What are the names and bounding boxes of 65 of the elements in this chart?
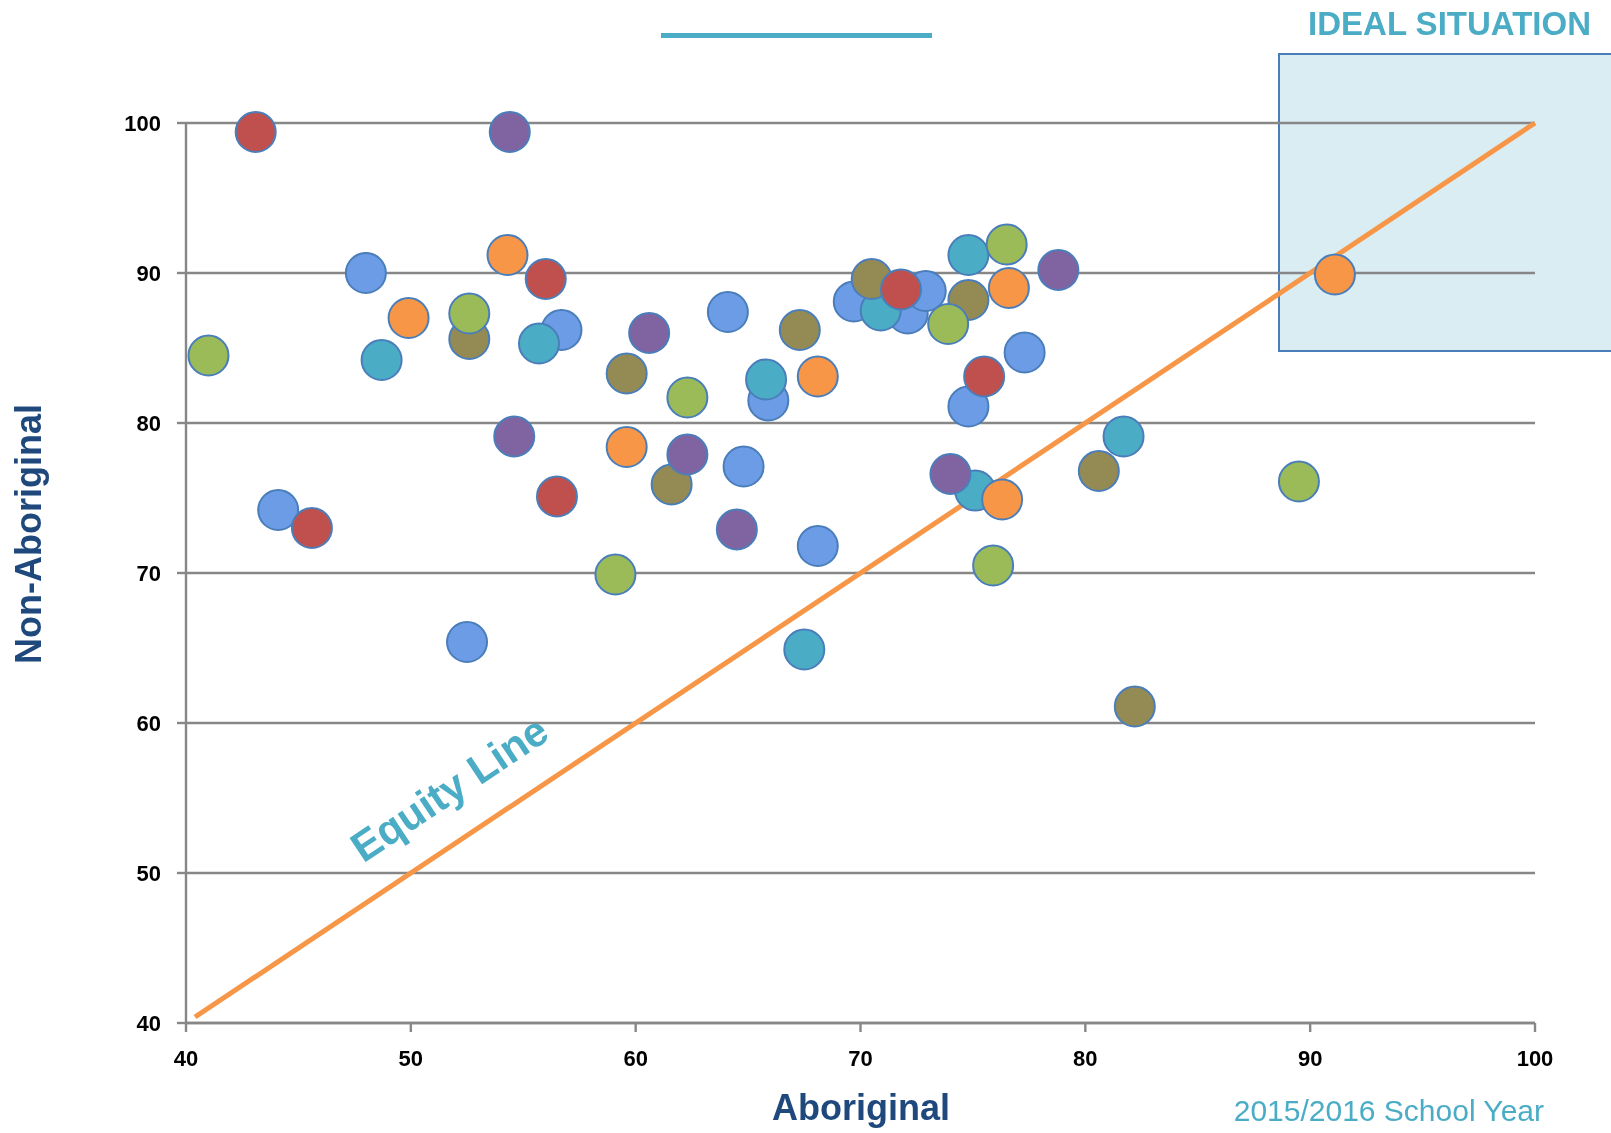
- y-tick-label: 70: [136, 560, 161, 586]
- point: [1113, 685, 1156, 728]
- point: [187, 334, 230, 377]
- y-tick-label: 40: [136, 1010, 161, 1036]
- point: [778, 309, 821, 351]
- y-tick-label: 90: [136, 260, 161, 286]
- point: [488, 111, 531, 153]
- point: [387, 297, 430, 339]
- point: [448, 292, 491, 335]
- point: [517, 322, 560, 365]
- point: [486, 234, 529, 276]
- x-tick-label: 90: [1297, 1045, 1323, 1071]
- y-tick-label: 50: [136, 860, 161, 886]
- x-tick-label: 100: [1516, 1045, 1554, 1071]
- point: [493, 415, 536, 458]
- point: [715, 508, 758, 551]
- point: [628, 312, 671, 354]
- point: [1313, 253, 1356, 296]
- point: [666, 433, 709, 476]
- x-tick-label: 40: [173, 1045, 199, 1071]
- point: [947, 234, 990, 276]
- point: [947, 385, 990, 428]
- point: [796, 525, 839, 567]
- point: [1037, 249, 1080, 291]
- x-tick-label: 80: [1073, 1045, 1098, 1071]
- point: [985, 223, 1028, 266]
- point: [1277, 460, 1320, 503]
- x-tick-label: 50: [398, 1045, 424, 1071]
- point: [796, 355, 839, 398]
- point: [706, 291, 749, 333]
- x-tick-label: 70: [848, 1045, 873, 1071]
- point: [535, 475, 578, 518]
- text: 2015/2016 School Year: [1233, 1094, 1544, 1127]
- point: [446, 621, 489, 663]
- point: [722, 445, 765, 488]
- point: [1102, 415, 1145, 458]
- point: [605, 352, 648, 395]
- y-tick-label: 60: [136, 710, 161, 736]
- point: [234, 111, 277, 153]
- x-tick-label: 60: [623, 1045, 648, 1071]
- x-axis-title: Aboriginal: [772, 1087, 950, 1128]
- point: [987, 267, 1030, 309]
- point: [783, 628, 826, 671]
- point: [927, 303, 970, 345]
- point: [745, 358, 788, 401]
- point: [1003, 331, 1046, 374]
- point: [605, 426, 648, 468]
- point: [666, 376, 709, 419]
- point: [879, 268, 922, 311]
- point: [972, 544, 1015, 587]
- y-tick-label: 80: [136, 410, 161, 436]
- point: [981, 478, 1024, 521]
- y-axis-title: Non-Aboriginal: [8, 404, 49, 664]
- point: [650, 463, 693, 506]
- point: [594, 553, 637, 596]
- point: [290, 507, 333, 549]
- text: IDEAL SITUATION: [1308, 5, 1591, 42]
- point: [524, 258, 567, 300]
- point: [360, 339, 403, 381]
- y-tick-label: 100: [124, 110, 161, 136]
- point: [929, 453, 972, 495]
- point: [344, 252, 387, 294]
- point: [257, 489, 300, 531]
- point: [963, 355, 1006, 398]
- point: [1077, 450, 1120, 492]
